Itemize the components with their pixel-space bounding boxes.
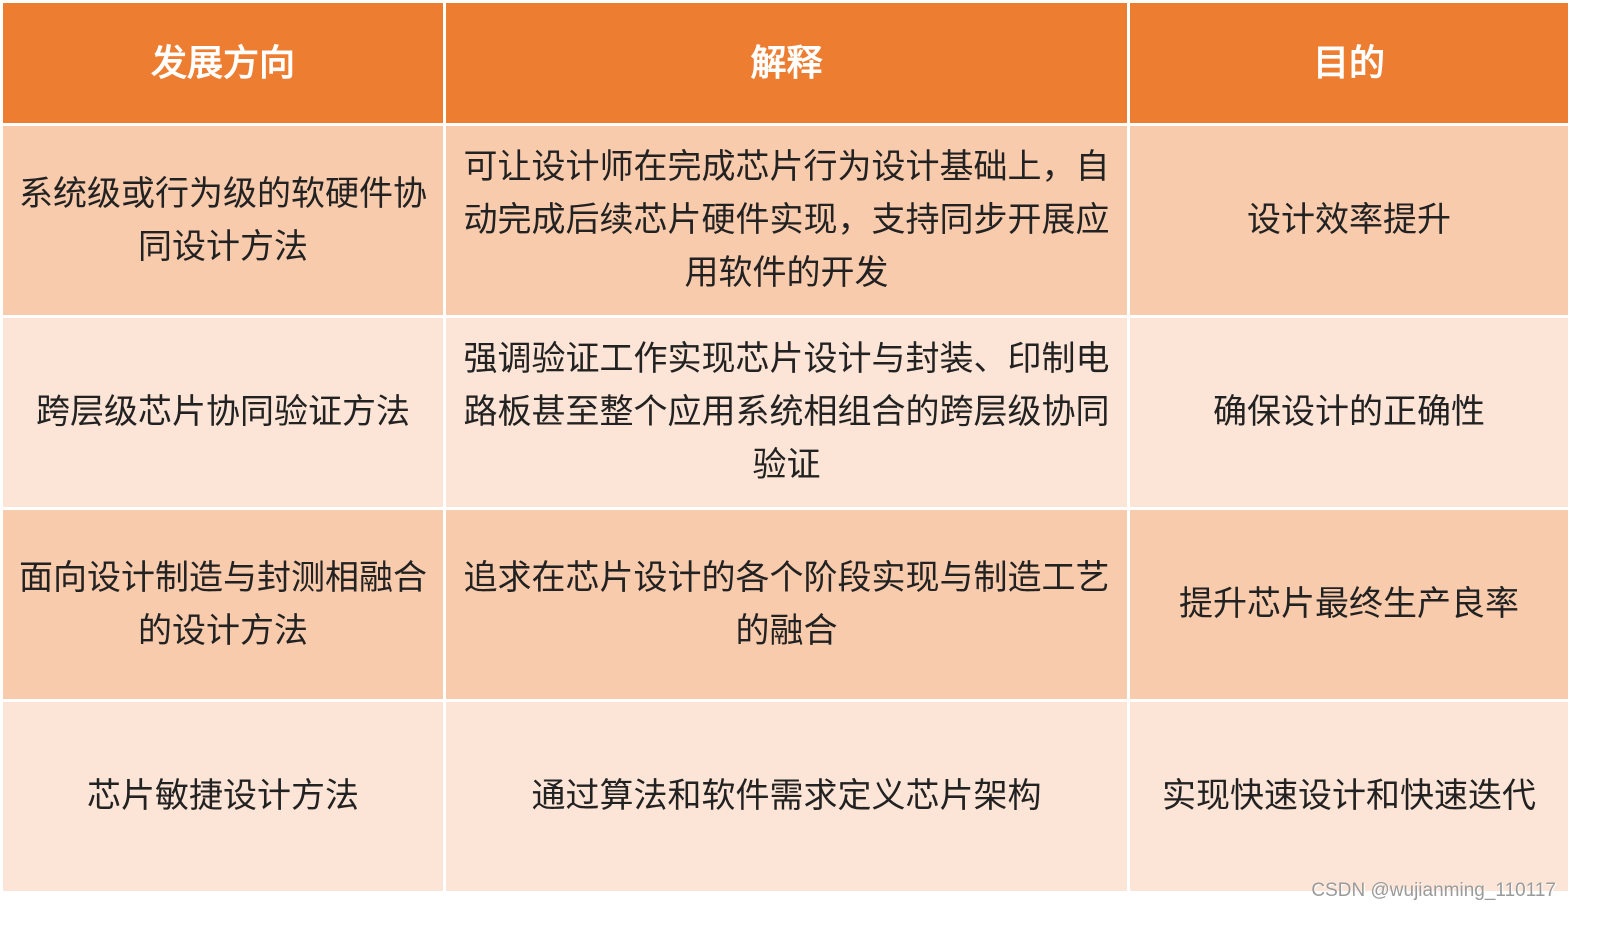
table-row: 面向设计制造与封测相融合的设计方法 追求在芯片设计的各个阶段实现与制造工艺的融合… [0, 507, 1571, 702]
header-purpose: 目的 [1127, 0, 1571, 126]
header-row: 发展方向 解释 目的 [0, 0, 1571, 126]
header-direction: 发展方向 [0, 0, 446, 126]
cell-explanation: 可让设计师在完成芯片行为设计基础上，自动完成后续芯片硬件实现，支持同步开展应用软… [443, 123, 1130, 318]
cell-purpose: 提升芯片最终生产良率 [1127, 507, 1571, 702]
cell-explanation: 追求在芯片设计的各个阶段实现与制造工艺的融合 [443, 507, 1130, 702]
cell-direction: 面向设计制造与封测相融合的设计方法 [0, 507, 446, 702]
cell-explanation: 强调验证工作实现芯片设计与封装、印制电路板甚至整个应用系统相组合的跨层级协同验证 [443, 315, 1130, 510]
table-row: 系统级或行为级的软硬件协同设计方法 可让设计师在完成芯片行为设计基础上，自动完成… [0, 123, 1571, 318]
cell-purpose: 设计效率提升 [1127, 123, 1571, 318]
development-table: 发展方向 解释 目的 系统级或行为级的软硬件协同设计方法 可让设计师在完成芯片行… [0, 0, 1571, 894]
table-row: 芯片敏捷设计方法 通过算法和软件需求定义芯片架构 实现快速设计和快速迭代 [0, 699, 1571, 894]
watermark: CSDN @wujianming_110117 [1311, 880, 1556, 901]
cell-purpose: 实现快速设计和快速迭代 [1127, 699, 1571, 894]
table-row: 跨层级芯片协同验证方法 强调验证工作实现芯片设计与封装、印制电路板甚至整个应用系… [0, 315, 1571, 510]
cell-direction: 跨层级芯片协同验证方法 [0, 315, 446, 510]
cell-explanation: 通过算法和软件需求定义芯片架构 [443, 699, 1130, 894]
header-explanation: 解释 [443, 0, 1130, 126]
cell-direction: 芯片敏捷设计方法 [0, 699, 446, 894]
cell-purpose: 确保设计的正确性 [1127, 315, 1571, 510]
cell-direction: 系统级或行为级的软硬件协同设计方法 [0, 123, 446, 318]
